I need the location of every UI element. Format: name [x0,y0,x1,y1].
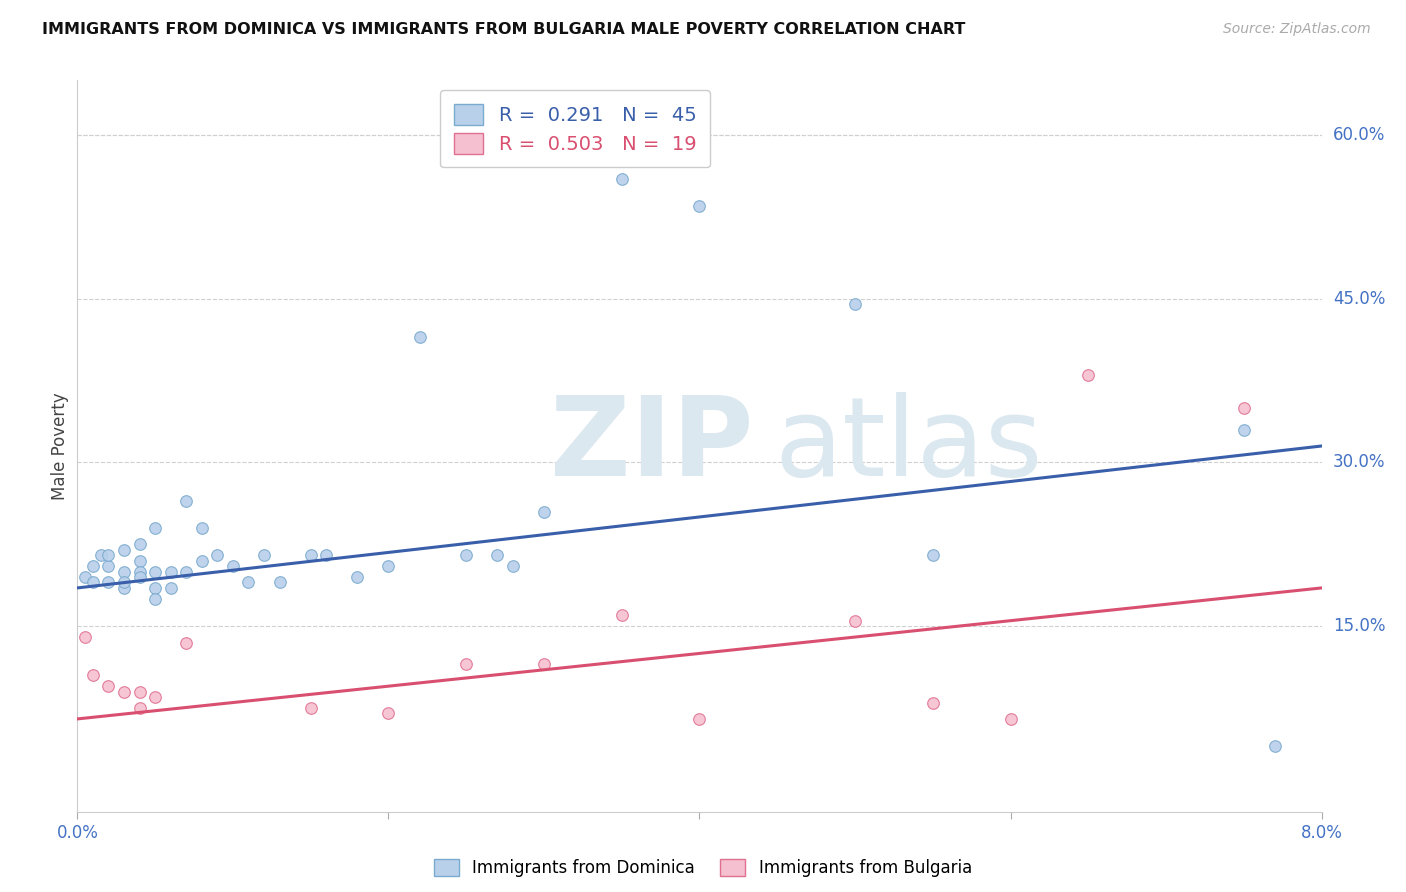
Text: 15.0%: 15.0% [1333,617,1385,635]
Point [82,559,104,574]
Point [82,668,104,682]
Point [174,565,197,579]
Text: atlas: atlas [775,392,1043,500]
Point [143,591,166,606]
Point [97,679,120,693]
Text: ZIP: ZIP [550,392,754,500]
Point [844,297,866,311]
Point [269,575,291,590]
Point [502,559,524,574]
Point [143,521,166,535]
Point [174,635,197,649]
Point [689,712,711,726]
Point [75,630,97,644]
Point [1264,739,1286,754]
Point [299,548,322,562]
Legend: R =  0.291   N =  45, R =  0.503   N =  19: R = 0.291 N = 45, R = 0.503 N = 19 [440,90,710,168]
Text: 60.0%: 60.0% [1333,126,1385,144]
Point [75,570,97,584]
Point [610,171,633,186]
Point [610,608,633,623]
Legend: Immigrants from Dominica, Immigrants from Bulgaria: Immigrants from Dominica, Immigrants fro… [427,852,979,884]
Point [1000,712,1022,726]
Point [1077,368,1099,382]
Point [408,330,430,344]
Point [533,657,555,672]
Point [112,565,135,579]
Point [112,575,135,590]
Point [377,706,399,721]
Point [191,521,214,535]
Point [253,548,276,562]
Y-axis label: Male Poverty: Male Poverty [51,392,69,500]
Point [112,684,135,698]
Point [159,581,181,595]
Point [207,548,229,562]
Point [128,701,150,715]
Point [112,542,135,557]
Point [112,581,135,595]
Text: Source: ZipAtlas.com: Source: ZipAtlas.com [1223,22,1371,37]
Text: IMMIGRANTS FROM DOMINICA VS IMMIGRANTS FROM BULGARIA MALE POVERTY CORRELATION CH: IMMIGRANTS FROM DOMINICA VS IMMIGRANTS F… [42,22,966,37]
Point [377,559,399,574]
Point [346,570,368,584]
Point [921,548,943,562]
Point [128,570,150,584]
Point [533,504,555,518]
Point [143,581,166,595]
Point [456,548,478,562]
Point [128,565,150,579]
Point [1233,423,1256,437]
Point [456,657,478,672]
Point [844,614,866,628]
Point [299,701,322,715]
Point [174,493,197,508]
Point [222,559,245,574]
Point [90,548,112,562]
Point [128,684,150,698]
Point [97,559,120,574]
Point [191,554,214,568]
Point [486,548,509,562]
Point [82,575,104,590]
Point [128,554,150,568]
Text: 30.0%: 30.0% [1333,453,1385,471]
Point [238,575,260,590]
Point [143,565,166,579]
Point [921,696,943,710]
Point [143,690,166,704]
Point [97,548,120,562]
Point [689,199,711,213]
Point [315,548,337,562]
Point [159,565,181,579]
Point [97,575,120,590]
Point [128,537,150,551]
Point [1233,401,1256,415]
Text: 45.0%: 45.0% [1333,290,1385,308]
